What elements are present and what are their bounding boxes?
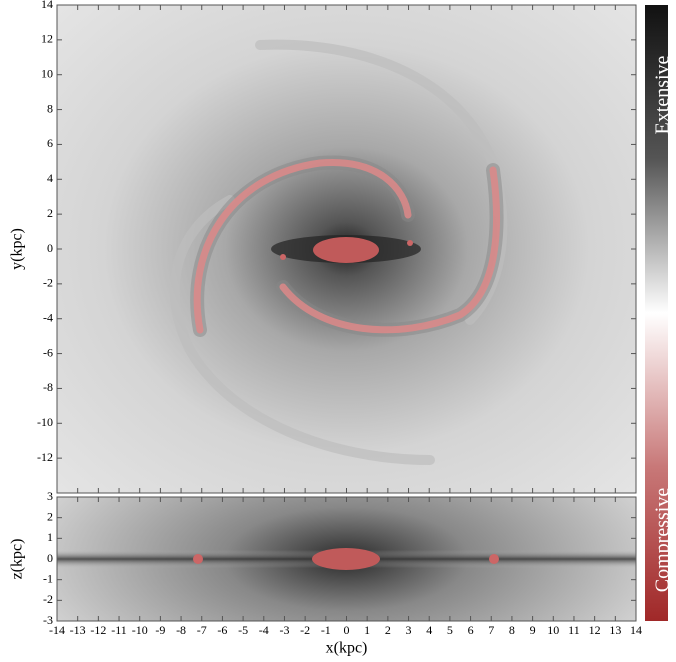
y-tick-label: -2 <box>43 592 53 606</box>
x-tick-label: 3 <box>406 623 412 637</box>
y-tick-label: 3 <box>47 489 53 503</box>
x-tick-label: 12 <box>589 623 601 637</box>
x-tick-label: 2 <box>385 623 391 637</box>
x-tick-label: -6 <box>217 623 227 637</box>
x-tick-label: 9 <box>530 623 536 637</box>
y-tick-label: -6 <box>43 345 53 359</box>
colorbar-label: Compressive <box>652 488 674 593</box>
x-tick-label: 5 <box>447 623 453 637</box>
y-tick-label: 2 <box>47 206 53 220</box>
y-tick-label: 1 <box>47 530 53 544</box>
top-map <box>57 5 636 493</box>
y-tick-label: -12 <box>37 450 53 464</box>
y-tick-label: 12 <box>41 32 53 46</box>
x-tick-label: 7 <box>488 623 494 637</box>
colorbar <box>645 5 668 621</box>
y-tick-label: 10 <box>41 66 53 80</box>
y-tick-label: -8 <box>43 380 53 394</box>
x-tick-label: -9 <box>155 623 165 637</box>
y-tick-label: -4 <box>43 310 53 324</box>
bottom-map <box>57 497 636 621</box>
x-tick-label: -14 <box>49 623 65 637</box>
x-tick-label: -3 <box>279 623 289 637</box>
colorbar-label: Extensive <box>652 55 674 134</box>
x-tick-label: -5 <box>238 623 248 637</box>
x-tick-label: -7 <box>197 623 207 637</box>
y-tick-label: 0 <box>47 551 53 565</box>
x-tick-label: 0 <box>344 623 350 637</box>
x-axis-label: x(kpc) <box>326 640 368 657</box>
x-tick-label: 6 <box>468 623 474 637</box>
y-tick-label: -1 <box>43 571 53 585</box>
x-tick-label: 1 <box>364 623 370 637</box>
y-tick-label: 6 <box>47 136 53 150</box>
y-tick-label: 0 <box>47 241 53 255</box>
x-tick-label: -13 <box>70 623 86 637</box>
y-tick-label: -3 <box>43 613 53 627</box>
y-axis-label: z(kpc) <box>9 539 26 580</box>
x-tick-label: 11 <box>568 623 580 637</box>
x-tick-label: 14 <box>630 623 642 637</box>
x-tick-label: 8 <box>509 623 515 637</box>
x-tick-label: -10 <box>132 623 148 637</box>
x-tick-label: 4 <box>426 623 432 637</box>
x-tick-label: -2 <box>300 623 310 637</box>
x-tick-label: -4 <box>259 623 269 637</box>
y-tick-label: 4 <box>47 171 53 185</box>
y-tick-label: 14 <box>41 0 53 11</box>
x-tick-label: -1 <box>321 623 331 637</box>
y-tick-label: 2 <box>47 509 53 523</box>
y-tick-label: 8 <box>47 101 53 115</box>
x-tick-label: -12 <box>90 623 106 637</box>
x-tick-label: 13 <box>609 623 621 637</box>
x-tick-label: -8 <box>176 623 186 637</box>
x-tick-label: -11 <box>111 623 127 637</box>
y-tick-label: -2 <box>43 276 53 290</box>
y-tick-label: -10 <box>37 415 53 429</box>
x-tick-label: 10 <box>547 623 559 637</box>
y-axis-label: y(kpc) <box>9 228 26 270</box>
